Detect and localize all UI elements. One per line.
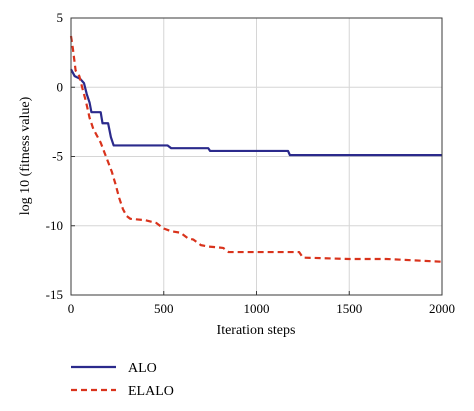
- series-line-alo: [70, 68, 442, 157]
- y-tick-label: -15: [46, 287, 63, 302]
- y-axis-ticks: 5 0 -5 -10 -15: [46, 10, 75, 302]
- y-axis-label: log 10 (fitness value): [18, 96, 33, 215]
- y-tick-label: -10: [46, 218, 63, 233]
- x-tick-label: 500: [154, 301, 174, 316]
- x-axis-label: Iteration steps: [217, 323, 296, 338]
- x-tick-label: 2000: [429, 301, 455, 316]
- x-tick-label: 1500: [336, 301, 362, 316]
- y-tick-label: 5: [57, 10, 64, 25]
- legend: ALO ELALO: [71, 361, 174, 399]
- y-tick-label: -5: [52, 149, 63, 164]
- legend-label-elalo: ELALO: [128, 384, 174, 399]
- y-tick-label: 0: [57, 79, 64, 94]
- x-axis-ticks: 0 500 1000 1500 2000: [68, 291, 455, 316]
- x-tick-label: 0: [68, 301, 75, 316]
- legend-label-alo: ALO: [128, 361, 157, 376]
- series-lines: [69, 35, 443, 263]
- series-line-elalo: [69, 35, 443, 263]
- x-tick-label: 1000: [244, 301, 270, 316]
